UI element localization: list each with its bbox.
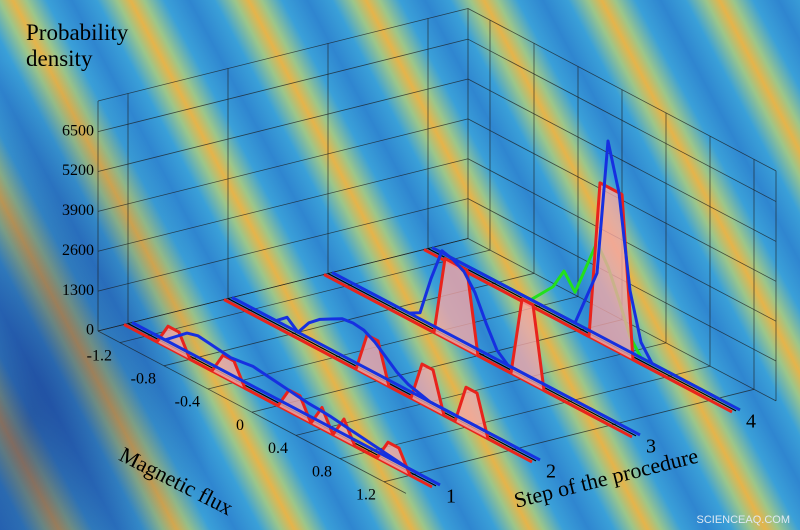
x-tick-label: 1.2 bbox=[356, 486, 376, 503]
grid-line bbox=[383, 388, 755, 483]
baseline bbox=[131, 321, 441, 487]
box-edge bbox=[97, 8, 469, 102]
grid-line bbox=[251, 319, 623, 413]
x-tick-label: -0.4 bbox=[175, 394, 200, 411]
z-tick-label: 0 bbox=[86, 322, 94, 339]
density-curve bbox=[453, 139, 719, 400]
y-tick-label: 1 bbox=[446, 485, 456, 507]
density-curve bbox=[145, 324, 412, 476]
grid-line bbox=[97, 78, 469, 172]
y-axis-label: Step of the procedure bbox=[511, 443, 700, 513]
density-fill bbox=[146, 326, 410, 476]
x-tick-label: -1.2 bbox=[87, 347, 112, 364]
x-tick-label: 0.8 bbox=[312, 463, 332, 480]
z-axis-label: Probability density bbox=[26, 20, 129, 71]
grid-line bbox=[97, 238, 469, 332]
grid-line bbox=[327, 272, 637, 437]
grid-line bbox=[339, 365, 711, 459]
z-tick-label: 6500 bbox=[62, 122, 94, 139]
x-tick-label: 0 bbox=[236, 417, 244, 434]
grid-line bbox=[427, 247, 737, 412]
x-tick-label: 0.4 bbox=[268, 440, 288, 457]
z-tick-label: 3900 bbox=[62, 202, 94, 219]
grid-line bbox=[207, 296, 579, 390]
density-curve bbox=[445, 181, 711, 402]
density-curve bbox=[353, 249, 619, 425]
y-tick-label: 2 bbox=[546, 460, 556, 482]
z-tick-label: 1300 bbox=[62, 282, 94, 299]
z-tick-label: 5200 bbox=[62, 162, 94, 179]
y-tick-label: 3 bbox=[646, 435, 656, 457]
x-tick-label: -0.8 bbox=[131, 370, 156, 387]
x-axis-label: Magnetic flux bbox=[115, 442, 237, 521]
density-curve bbox=[253, 307, 519, 450]
density-curve bbox=[245, 309, 511, 452]
watermark: SCIENCEAQ.COM bbox=[696, 514, 790, 526]
grid-line bbox=[295, 342, 667, 436]
density-curve bbox=[345, 257, 611, 427]
density-curve bbox=[153, 331, 419, 475]
density-curve bbox=[453, 241, 719, 400]
grid-line bbox=[97, 118, 469, 212]
grid-line bbox=[119, 249, 491, 343]
y-tick-label: 4 bbox=[746, 410, 756, 432]
z-tick-label: 2600 bbox=[62, 242, 94, 259]
grid-line bbox=[97, 158, 469, 252]
grid-line bbox=[97, 198, 469, 292]
grid-line bbox=[97, 38, 469, 133]
